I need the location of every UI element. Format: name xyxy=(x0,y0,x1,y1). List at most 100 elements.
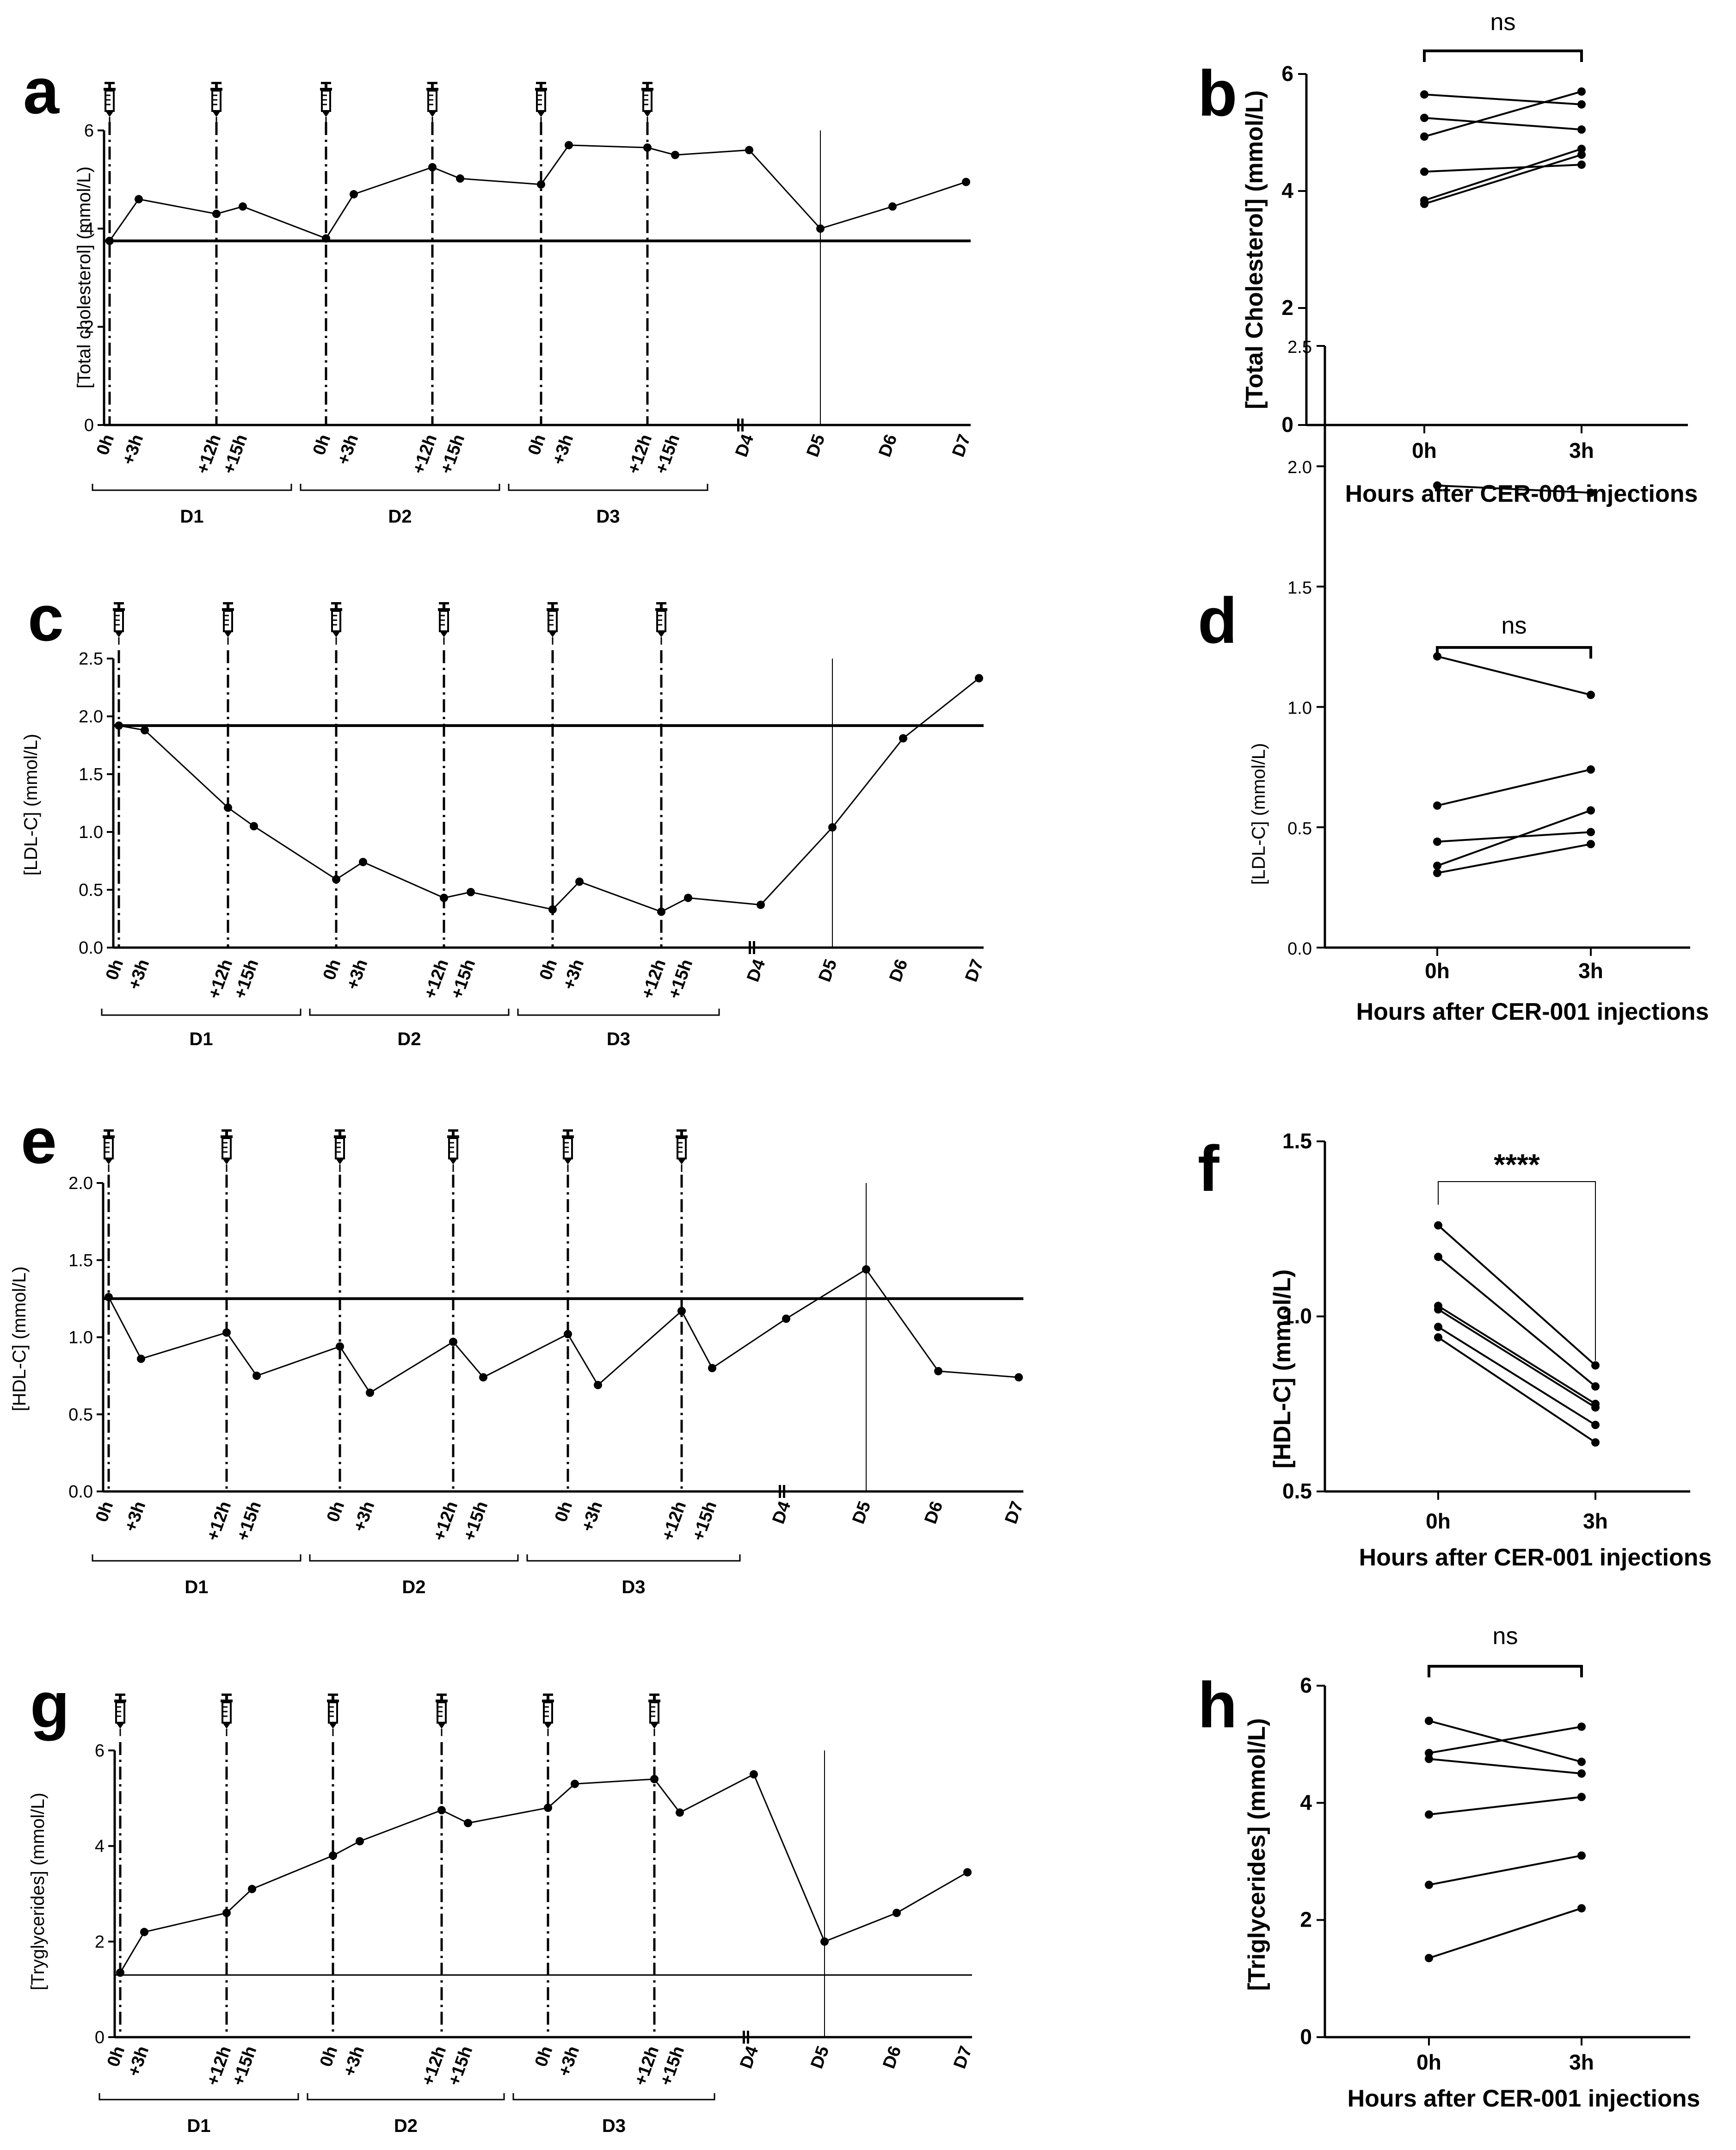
data-point xyxy=(1577,150,1586,159)
day-label: D1 xyxy=(185,1577,208,1597)
syringe-icon-4 xyxy=(562,1129,574,1172)
syringe-barrel xyxy=(223,610,233,632)
data-point xyxy=(1420,113,1428,122)
y-axis-label: [Triglycerides] (mmol/L) xyxy=(1244,1718,1270,1990)
syringe-plunger-rod xyxy=(547,1695,549,1700)
syringe-icon-0 xyxy=(113,602,125,645)
y-axis-label: [LDL-C] (mmol/L) xyxy=(21,734,41,876)
syringe-barrel xyxy=(335,1137,345,1159)
syringe-barrel xyxy=(105,90,115,112)
data-point xyxy=(464,1819,472,1828)
data-point xyxy=(643,143,652,152)
axis-break xyxy=(747,2031,749,2044)
paired-line xyxy=(1437,1308,1596,1409)
syringe-plunger-rod xyxy=(227,604,229,609)
data-point xyxy=(1433,869,1441,877)
data-point xyxy=(1420,167,1428,176)
syringe-icon-1 xyxy=(222,602,234,645)
syringe-plunger-rod xyxy=(119,1695,122,1700)
data-point xyxy=(975,674,983,683)
syringe-cone xyxy=(677,1158,686,1164)
syringe-cone xyxy=(222,1158,231,1164)
data-point xyxy=(1577,1793,1586,1801)
data-point xyxy=(1425,1954,1433,1962)
data-point xyxy=(934,1367,942,1375)
syringe-flange xyxy=(221,1700,233,1702)
y-axis-label: [Total cholesterol] (mmol/L) xyxy=(74,166,94,388)
paired-line xyxy=(1437,1337,1596,1443)
y-tick-label: 2 xyxy=(1281,296,1293,320)
axis-break xyxy=(741,419,744,431)
syringe-barrel xyxy=(548,610,558,632)
data-point xyxy=(137,1355,145,1363)
syringe-plunger-rod xyxy=(443,604,445,609)
syringe-flange xyxy=(320,88,332,91)
data-point xyxy=(1433,481,1441,490)
syringe-cone xyxy=(212,111,221,117)
paired-line xyxy=(1437,843,1591,874)
y-tick-label: 0 xyxy=(1300,2025,1312,2049)
syringe-icon-3 xyxy=(426,82,438,124)
data-point xyxy=(594,1380,602,1389)
y-axis-label: [Total Cholesterol] (mmol/L) xyxy=(1241,90,1268,409)
data-point xyxy=(440,893,448,902)
syringe-plunger-top xyxy=(543,1694,553,1696)
syringe-barrel xyxy=(439,610,449,632)
day-label: D1 xyxy=(187,2116,210,2136)
day-bracket xyxy=(98,2093,299,2101)
significance-bracket xyxy=(1428,1665,1583,1677)
syringe-plunger-rod xyxy=(332,1695,334,1700)
y-tick-label: 0.5 xyxy=(79,881,103,900)
day-label: D2 xyxy=(394,2116,418,2136)
syringe-plunger-top xyxy=(104,1129,114,1132)
data-point xyxy=(1425,1880,1433,1889)
data-point xyxy=(437,1806,446,1815)
data-point xyxy=(1577,1769,1586,1778)
data-point xyxy=(1425,1755,1433,1763)
panel-d: d 0.0 0.5 1.0 1.5 2.0 2.5 [LDL-C] (mmol/L) 0h 3h H… xyxy=(1198,338,1709,1025)
y-tick-label: 1.5 xyxy=(1287,578,1312,598)
y-tick-label: 6 xyxy=(95,1741,105,1761)
syringe-plunger-top xyxy=(448,1129,458,1132)
y-tick-label: 1.0 xyxy=(79,823,103,842)
syringe-cone xyxy=(322,111,330,117)
syringe-flange xyxy=(676,1135,688,1138)
syringe-plunger-rod xyxy=(566,1131,569,1136)
syringe-cone xyxy=(449,1158,457,1164)
paired-line xyxy=(1437,809,1591,867)
y-tick-label: 2.5 xyxy=(1287,338,1312,357)
syringe-plunger-rod xyxy=(431,84,434,88)
syringe-flange xyxy=(535,88,547,91)
x-tick-label: 0h xyxy=(1416,2050,1441,2074)
data-point xyxy=(1434,1323,1442,1331)
significance-bracket xyxy=(1423,49,1583,62)
x-axis-label: Hours after CER-001 injections xyxy=(1348,2085,1700,2112)
syringe-barrel xyxy=(222,1701,232,1724)
syringe-cone xyxy=(329,1723,337,1729)
paired-line xyxy=(1437,768,1591,807)
x-tick-label: 3h xyxy=(1578,959,1603,983)
syringe-barrel xyxy=(222,1137,232,1159)
y-tick-label: 6 xyxy=(84,121,94,141)
y-tick-label: 2 xyxy=(1300,1908,1312,1932)
paired-line xyxy=(1437,484,1591,494)
paired-line xyxy=(1424,154,1582,205)
data-point xyxy=(449,1337,457,1346)
y-tick-label: 1.0 xyxy=(1282,1304,1312,1328)
panel-label: a xyxy=(23,55,60,127)
data-point xyxy=(350,190,358,199)
data-point xyxy=(1433,838,1441,846)
data-point xyxy=(888,202,897,211)
y-tick-label: 2.5 xyxy=(79,649,103,669)
day-label: D2 xyxy=(388,506,412,527)
syringe-icon-0 xyxy=(114,1694,126,1736)
syringe-plunger-top xyxy=(335,1129,345,1132)
axis-break xyxy=(753,941,755,954)
axis-break xyxy=(749,941,751,954)
panel-label: b xyxy=(1198,57,1237,129)
syringe-plunger-top xyxy=(642,82,653,84)
syringe-cone xyxy=(332,631,340,637)
x-axis-label: Hours after CER-001 injections xyxy=(1359,1544,1712,1571)
panel-label: e xyxy=(21,1104,57,1177)
